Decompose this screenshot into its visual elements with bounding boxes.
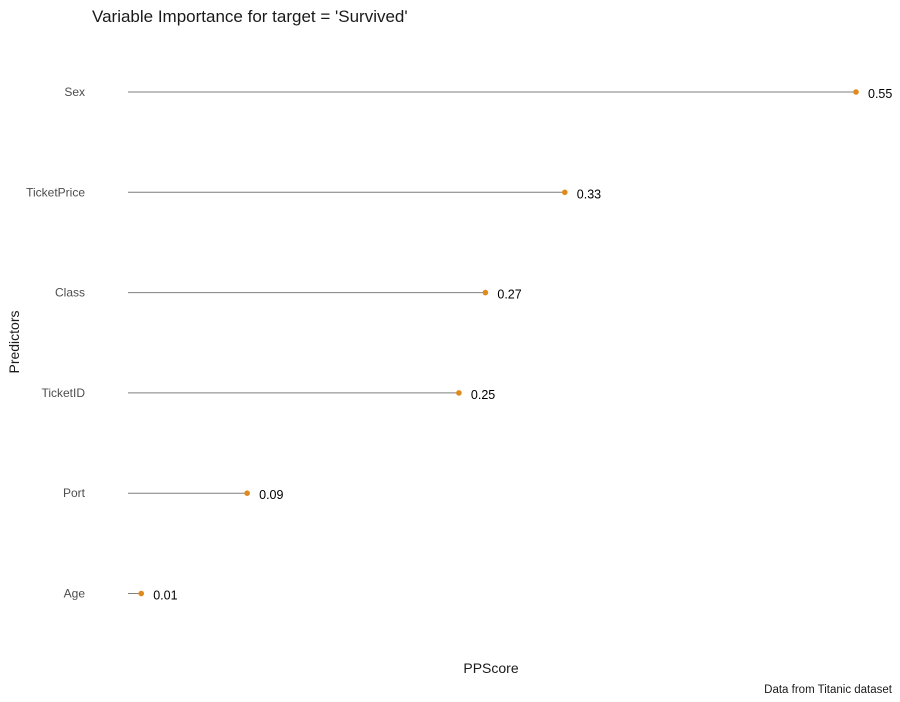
value-label: 0.01 (153, 589, 177, 603)
x-axis-title: PPScore (463, 660, 518, 676)
lollipop-point (482, 289, 489, 296)
value-label: 0.33 (577, 187, 601, 201)
category-label: TicketPrice (26, 185, 85, 199)
category-label: TicketID (41, 386, 85, 400)
lollipop-point (456, 390, 462, 396)
caption: Data from Titanic dataset (764, 684, 893, 696)
value-label: 0.27 (497, 288, 521, 302)
value-label: 0.55 (868, 87, 892, 101)
value-label: 0.25 (471, 388, 495, 402)
lollipop-point (853, 89, 859, 95)
lollipop-point (138, 590, 145, 597)
lollipop-point (562, 189, 568, 196)
chart-marks: Sex 0.55 TicketPrice 0.33 Class 0.27 TicketID 0… (26, 85, 892, 603)
category-label: Port (63, 486, 86, 500)
category-label: Sex (64, 85, 85, 99)
value-label: 0.09 (259, 488, 283, 502)
lollipop-point (244, 490, 250, 497)
category-label: Age (64, 587, 86, 601)
category-label: Class (55, 286, 85, 300)
y-axis-title: Predictors (6, 310, 22, 373)
chart-title: Variable Importance for target = 'Surviv… (92, 7, 408, 26)
